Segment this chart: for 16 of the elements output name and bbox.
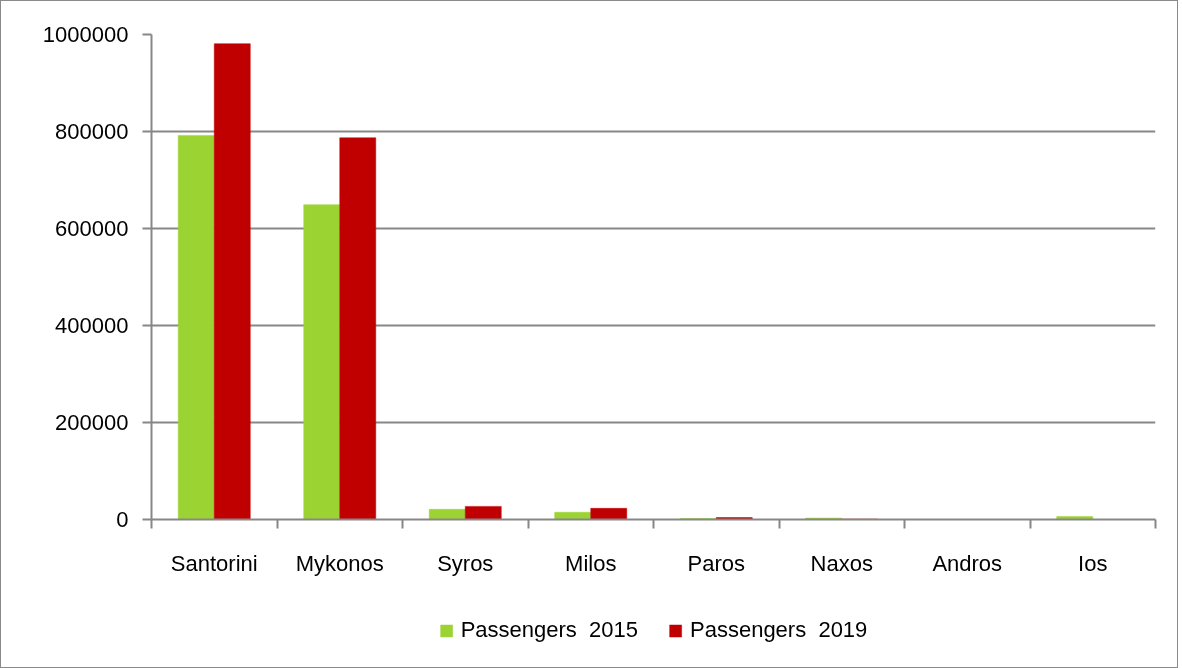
y-tick-label: 600000	[55, 216, 129, 241]
x-tick-label: Syros	[437, 550, 494, 576]
x-tick-label: Ios	[1078, 550, 1108, 576]
x-tick-label: Paros	[687, 550, 745, 576]
legend-label: Passengers 2019	[690, 617, 868, 643]
y-tick-label: 800000	[55, 119, 129, 144]
x-tick-label: Mykonos	[295, 550, 384, 576]
x-tick-label: Naxos	[810, 550, 873, 576]
y-tick-label: 0	[116, 507, 129, 532]
y-tick-label: 200000	[55, 410, 129, 435]
y-tick-label: 1000000	[42, 22, 129, 47]
legend-label: Passengers 2015	[460, 617, 638, 643]
y-tick-label: 400000	[55, 313, 129, 338]
x-tick-label: Andros	[932, 550, 1003, 576]
x-tick-label: Milos	[565, 550, 617, 576]
x-tick-label: Santorini	[170, 550, 258, 576]
